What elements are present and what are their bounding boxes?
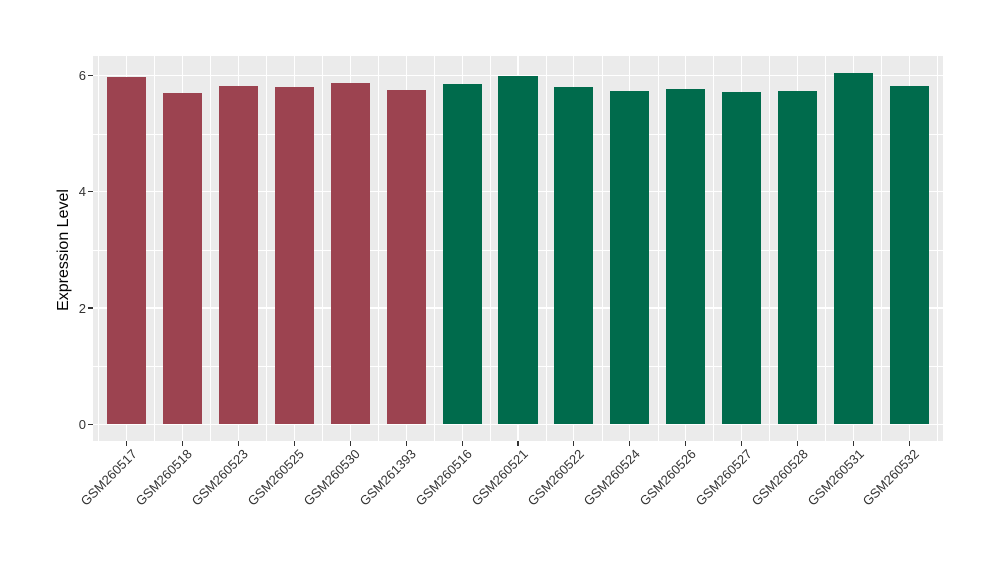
y-axis-title: Expression Level	[55, 189, 72, 311]
bar-GSM260518	[162, 92, 203, 425]
gridline-v-minor	[266, 56, 267, 441]
x-tick-mark	[405, 441, 407, 446]
x-tick-mark	[181, 441, 184, 446]
gridline-v-minor	[881, 56, 882, 441]
y-tick-label: 6	[78, 68, 86, 84]
x-tick-label: GSM260517	[77, 446, 140, 509]
x-tick-label: GSM260528	[748, 446, 811, 509]
bar-GSM261393	[386, 89, 426, 425]
bar-GSM260526	[666, 89, 706, 425]
x-tick-label: GSM260522	[524, 446, 587, 509]
bar-GSM260522	[554, 86, 594, 425]
gridline-v-minor	[825, 56, 826, 441]
x-tick-mark	[237, 441, 239, 446]
x-tick-label: GSM260532	[860, 446, 923, 509]
bar-GSM260524	[610, 91, 650, 425]
gridline-v-minor	[769, 56, 770, 441]
gridline-v-minor	[321, 56, 323, 441]
x-tick-mark	[797, 441, 799, 446]
x-tick-label: GSM260523	[189, 446, 252, 509]
gridline-v-minor	[937, 56, 938, 441]
gridline-v-minor	[601, 56, 603, 441]
x-tick-mark	[517, 441, 519, 446]
gridline-v-minor	[433, 56, 435, 441]
x-tick-mark	[349, 441, 351, 446]
gridline-v-minor	[98, 56, 99, 441]
gridline-v-minor	[657, 56, 659, 441]
x-tick-mark	[126, 441, 128, 446]
x-tick-label: GSM260521	[468, 446, 531, 509]
bar-GSM260516	[442, 83, 482, 425]
x-tick-label: GSM260531	[804, 446, 867, 509]
y-tick-label: 0	[78, 416, 86, 432]
gridline-v-minor	[545, 56, 547, 441]
x-tick-mark	[461, 441, 463, 446]
bar-GSM260531	[833, 73, 874, 425]
x-tick-label: GSM260516	[412, 446, 475, 509]
gridline-v-minor	[489, 56, 491, 441]
bar-GSM260530	[330, 82, 370, 425]
x-tick-label: GSM260526	[636, 446, 699, 509]
x-tick-mark	[908, 441, 910, 446]
bar-GSM260517	[106, 76, 147, 425]
x-tick-label: GSM260525	[245, 446, 308, 509]
x-tick-mark	[685, 441, 687, 446]
gridline-v-minor	[210, 56, 211, 441]
gridline-v-minor	[713, 56, 715, 441]
bar-GSM260523	[218, 85, 258, 425]
x-tick-label: GSM260518	[133, 446, 196, 509]
x-tick-mark	[573, 441, 575, 446]
x-tick-mark	[852, 441, 855, 446]
y-tick-mark	[87, 423, 93, 425]
y-tick-mark	[87, 75, 93, 77]
x-tick-label: GSM260524	[580, 446, 643, 509]
x-tick-label: GSM260530	[300, 446, 364, 509]
x-tick-mark	[629, 441, 631, 446]
bar-GSM260532	[889, 85, 930, 425]
plot-panel	[93, 56, 943, 441]
x-tick-label: GSM260527	[692, 446, 755, 509]
gridline-v-minor	[377, 56, 379, 441]
gridline-v-minor	[154, 56, 155, 441]
x-tick-label: GSM261393	[356, 446, 420, 509]
bar-GSM260521	[498, 76, 538, 425]
bar-GSM260525	[274, 86, 314, 425]
x-tick-mark	[741, 441, 743, 446]
bar-GSM260527	[722, 92, 762, 425]
x-tick-mark	[293, 441, 295, 446]
bar-GSM260528	[778, 91, 818, 425]
y-tick-mark	[87, 191, 93, 193]
y-tick-mark	[87, 307, 93, 309]
